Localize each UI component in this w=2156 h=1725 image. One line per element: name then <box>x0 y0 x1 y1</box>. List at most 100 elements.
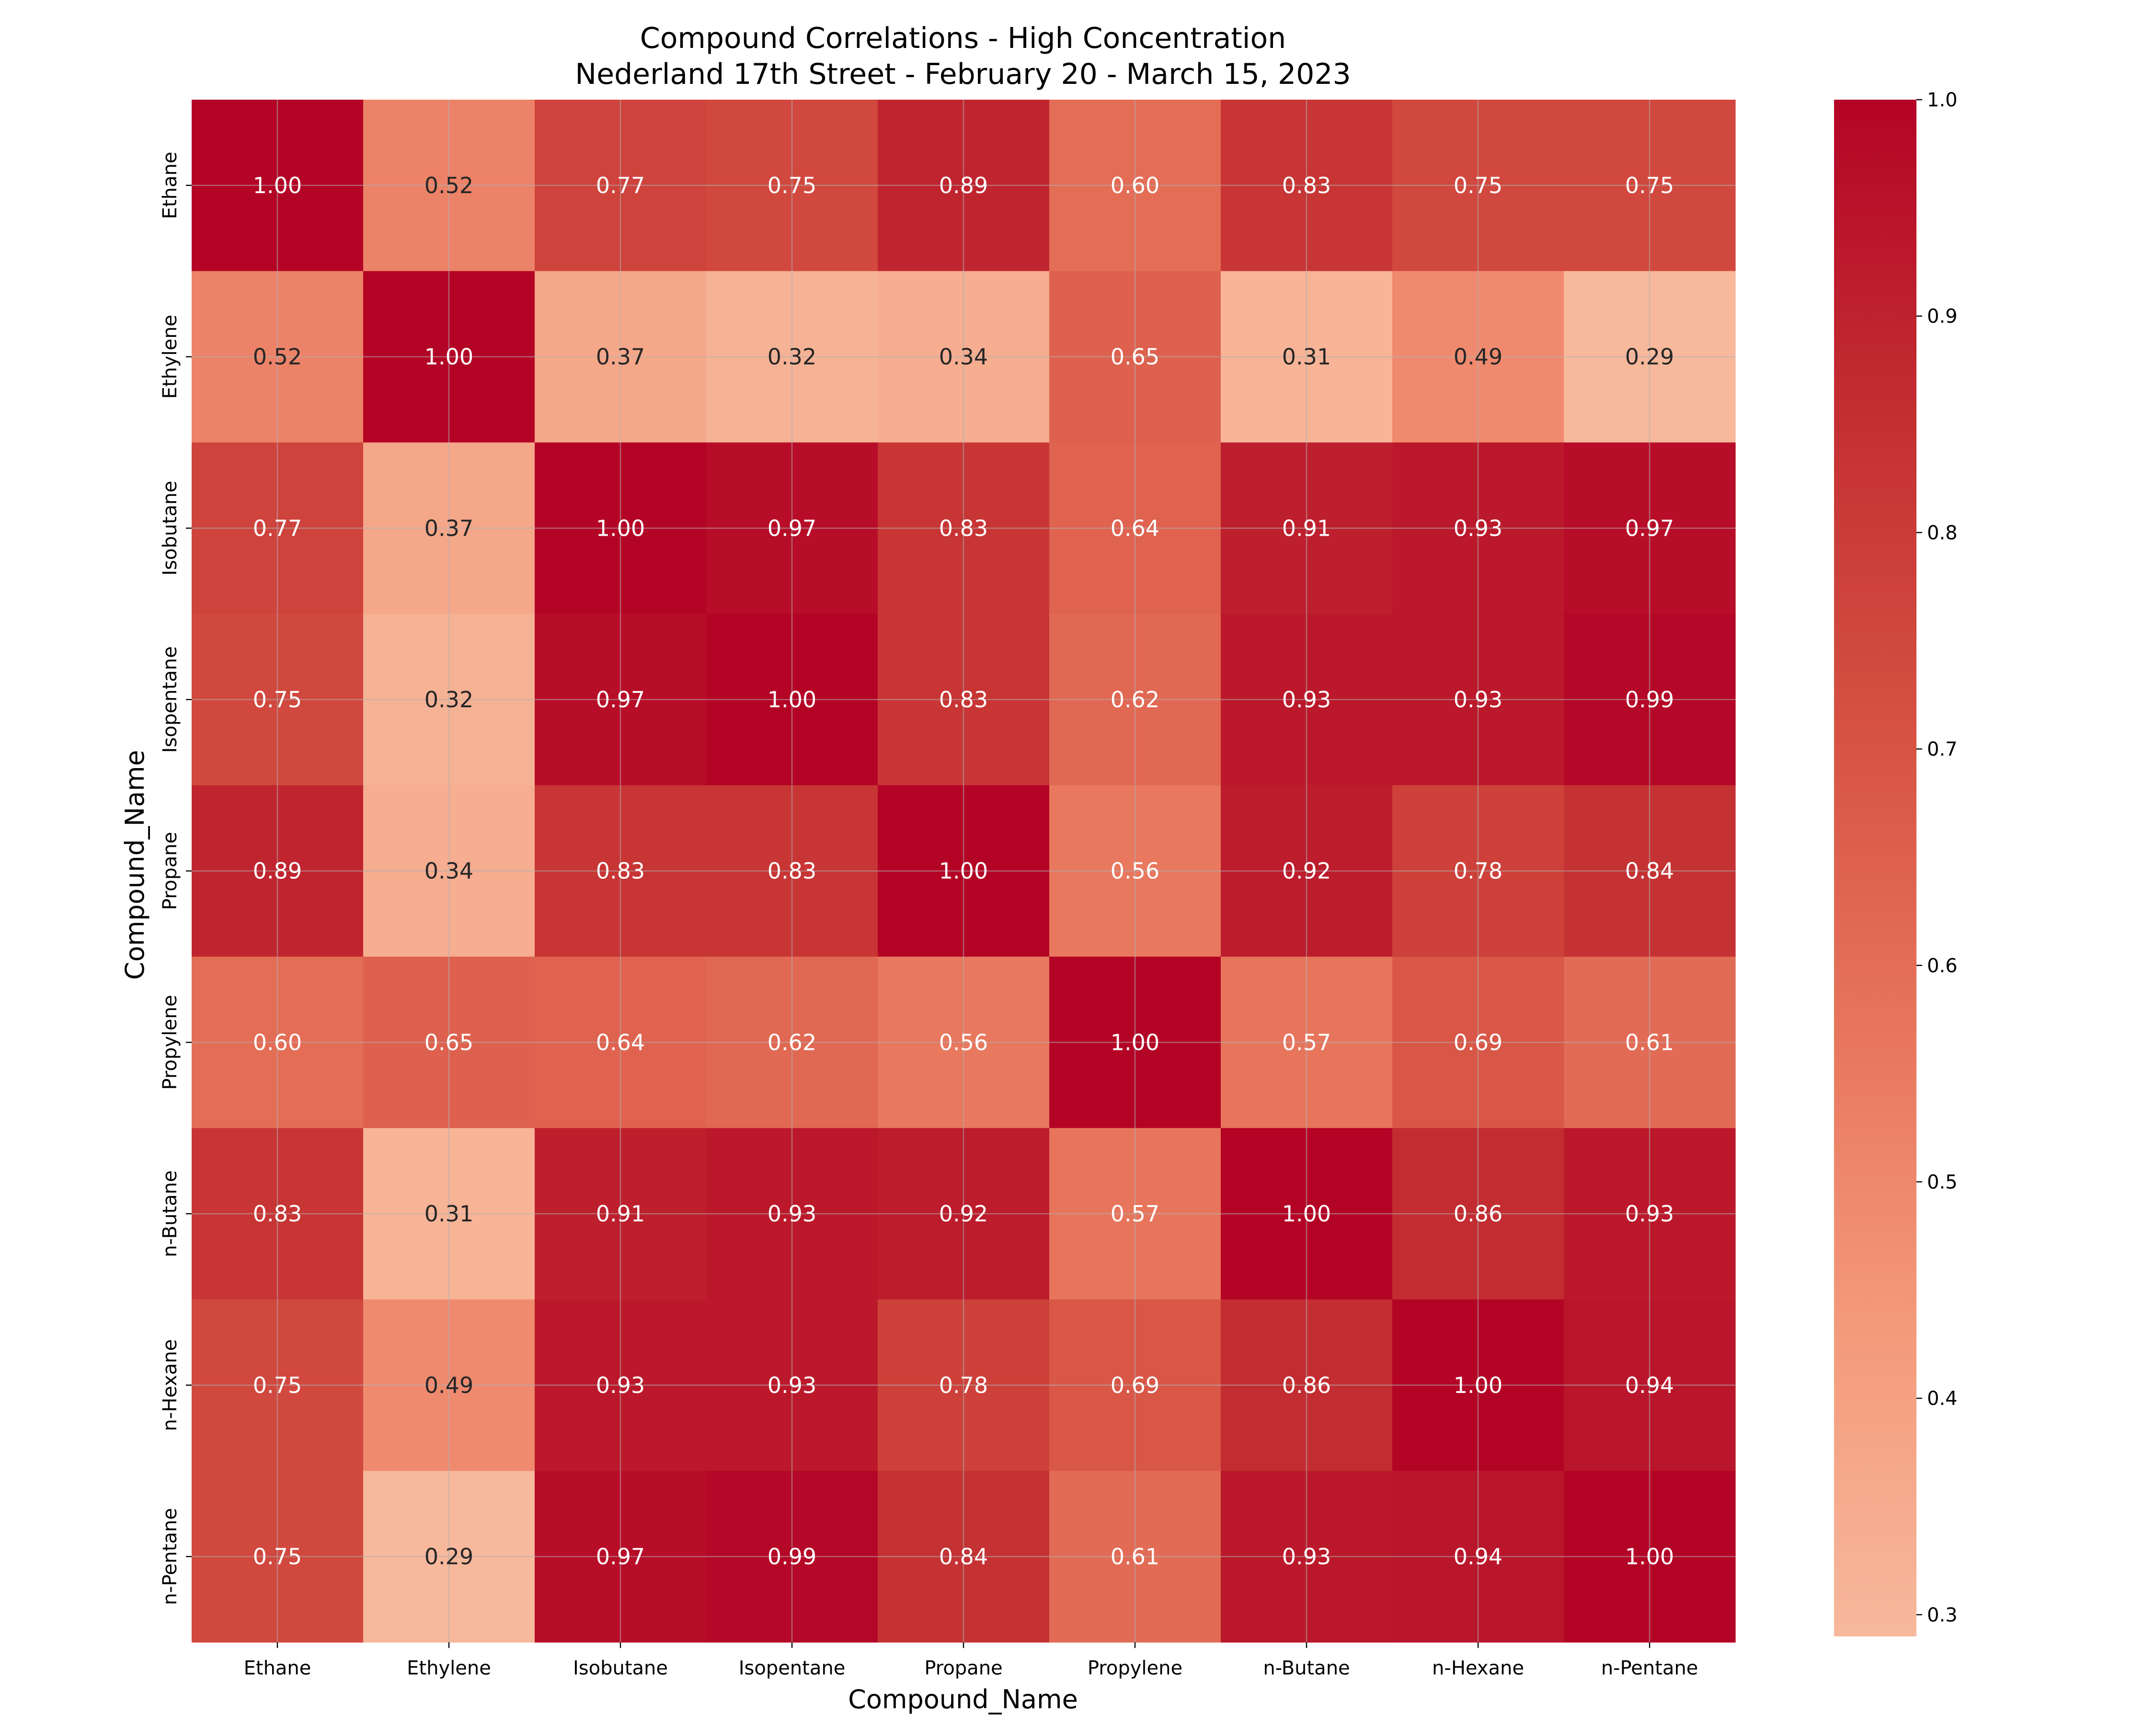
cell-value-label: 0.29 <box>1625 344 1674 370</box>
x-tick-label: Propane <box>924 1657 1002 1679</box>
cell-value-label: 0.93 <box>768 1201 816 1227</box>
x-tick-label: Propylene <box>1088 1657 1182 1679</box>
cell-value-label: 0.60 <box>1111 172 1159 198</box>
y-axis-label: Compound_Name <box>120 750 150 980</box>
cell-value-label: 0.99 <box>1625 687 1674 713</box>
cell-value-label: 0.93 <box>768 1372 816 1398</box>
cell-value-label: 0.29 <box>424 1543 473 1569</box>
cell-value-label: 0.34 <box>939 344 988 370</box>
colorbar-tick-label: 0.9 <box>1927 306 1958 328</box>
cell-value-label: 0.78 <box>939 1372 988 1398</box>
cell-value-label: 0.92 <box>939 1201 988 1227</box>
colorbar-tick-label: 0.8 <box>1927 522 1958 544</box>
cell-value-label: 0.86 <box>1454 1201 1502 1227</box>
cell-value-label: 0.94 <box>1625 1372 1674 1398</box>
colorbar-tick-label: 0.4 <box>1927 1388 1958 1410</box>
cell-value-label: 0.49 <box>1454 344 1502 370</box>
cell-value-label: 0.56 <box>939 1029 988 1055</box>
cell-value-label: 0.69 <box>1454 1029 1502 1055</box>
cell-value-label: 0.52 <box>253 344 302 370</box>
colorbar-tick-label: 0.7 <box>1927 738 1958 760</box>
cell-value-labels: 1.00 0.52 0.77 0.75 0.89 0.60 0.83 0.75 0.75 0.52… <box>253 172 1674 1570</box>
cell-value-label: 0.93 <box>1282 1543 1331 1569</box>
cell-value-label: 0.97 <box>596 1543 645 1569</box>
colorbar-tick-label: 0.3 <box>1927 1604 1958 1626</box>
cell-value-label: 0.93 <box>1454 515 1502 541</box>
cell-value-label: 0.91 <box>1282 515 1331 541</box>
cell-value-label: 1.00 <box>1282 1201 1331 1227</box>
cell-value-label: 0.83 <box>939 687 988 713</box>
cell-value-label: 0.97 <box>1625 515 1674 541</box>
cell-value-label: 0.37 <box>424 515 473 541</box>
cell-value-label: 0.62 <box>1111 687 1159 713</box>
cell-value-label: 0.75 <box>768 172 816 198</box>
cell-value-label: 0.61 <box>1625 1029 1674 1055</box>
cell-value-label: 0.75 <box>253 1543 302 1569</box>
cell-value-label: 0.69 <box>1111 1372 1159 1398</box>
cell-value-label: 0.99 <box>768 1543 816 1569</box>
y-axis-ticks: Ethane Ethylene Isobutane Isopentane Propane… <box>159 151 192 1605</box>
cell-value-label: 0.83 <box>596 858 645 884</box>
x-tick-label: Ethane <box>244 1657 311 1679</box>
grid-lines <box>192 100 1735 1643</box>
cell-value-label: 0.75 <box>253 1372 302 1398</box>
y-tick-label: n-Pentane <box>159 1508 181 1605</box>
cell-value-label: 0.93 <box>1454 687 1502 713</box>
cell-value-label: 0.56 <box>1111 858 1159 884</box>
cell-value-label: 0.62 <box>768 1029 816 1055</box>
y-tick-label: n-Hexane <box>159 1339 181 1431</box>
cell-value-label: 0.31 <box>424 1201 473 1227</box>
cell-value-label: 0.83 <box>253 1201 302 1227</box>
cell-value-label: 0.97 <box>596 687 645 713</box>
cell-value-label: 0.57 <box>1111 1201 1159 1227</box>
cell-value-label: 0.64 <box>1111 515 1159 541</box>
cell-value-label: 0.94 <box>1454 1543 1502 1569</box>
y-tick-label: Isobutane <box>159 481 181 575</box>
cell-value-label: 0.75 <box>1454 172 1502 198</box>
cell-value-label: 0.75 <box>1625 172 1674 198</box>
cell-value-label: 0.31 <box>1282 344 1331 370</box>
colorbar-tick-label: 0.5 <box>1927 1171 1958 1193</box>
cell-value-label: 0.32 <box>768 344 816 370</box>
x-tick-label: Isobutane <box>573 1657 668 1679</box>
cell-value-label: 0.37 <box>596 344 645 370</box>
cell-value-label: 1.00 <box>253 172 302 198</box>
chart-title: Compound Correlations - High Concentrati… <box>640 22 1286 55</box>
cell-value-label: 0.93 <box>596 1372 645 1398</box>
cell-value-label: 0.61 <box>1111 1543 1159 1569</box>
cell-value-label: 0.65 <box>1111 344 1159 370</box>
cell-value-label: 0.91 <box>596 1201 645 1227</box>
y-tick-label: Propane <box>159 832 181 910</box>
cell-value-label: 0.77 <box>253 515 302 541</box>
x-tick-label: n-Butane <box>1263 1657 1350 1679</box>
cell-value-label: 0.89 <box>939 172 988 198</box>
cell-value-label: 0.84 <box>1625 858 1674 884</box>
cell-value-label: 0.60 <box>253 1029 302 1055</box>
cell-value-label: 1.00 <box>939 858 988 884</box>
cell-value-label: 0.75 <box>253 687 302 713</box>
colorbar-tick-label: 0.6 <box>1927 955 1958 977</box>
cell-value-label: 1.00 <box>1625 1543 1674 1569</box>
colorbar-tick-label: 1.0 <box>1927 89 1958 111</box>
colorbar-ticks: 0.3 0.4 0.5 0.6 0.7 0.8 0.9 1.0 <box>1916 89 1958 1626</box>
cell-value-label: 0.78 <box>1454 858 1502 884</box>
cell-value-label: 0.93 <box>1625 1201 1674 1227</box>
cell-value-label: 0.86 <box>1282 1372 1331 1398</box>
cell-value-label: 0.89 <box>253 858 302 884</box>
cell-value-label: 0.93 <box>1282 687 1331 713</box>
x-axis-ticks: Ethane Ethylene Isobutane Isopentane Propane… <box>244 1642 1698 1679</box>
cell-value-label: 0.83 <box>768 858 816 884</box>
cell-value-label: 0.57 <box>1282 1029 1331 1055</box>
x-tick-label: Isopentane <box>739 1657 846 1679</box>
cell-value-label: 1.00 <box>596 515 645 541</box>
cell-value-label: 0.49 <box>424 1372 473 1398</box>
cell-value-label: 1.00 <box>424 344 473 370</box>
y-tick-label: Ethylene <box>159 315 181 399</box>
cell-value-label: 0.97 <box>768 515 816 541</box>
cell-value-label: 0.84 <box>939 1543 988 1569</box>
cell-value-label: 1.00 <box>768 687 816 713</box>
cell-value-label: 0.34 <box>424 858 473 884</box>
cell-value-label: 0.65 <box>424 1029 473 1055</box>
y-tick-label: Ethane <box>159 151 181 219</box>
